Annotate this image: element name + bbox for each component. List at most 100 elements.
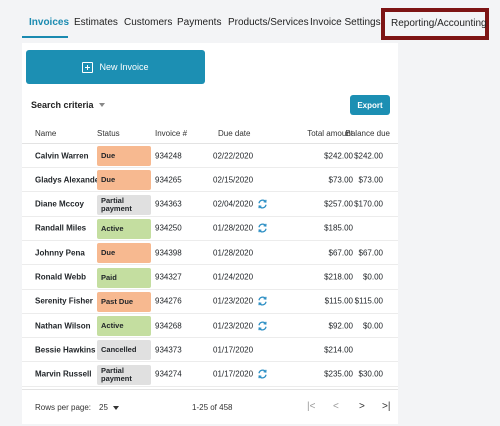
total-amount: $235.00	[324, 369, 353, 379]
recurring-icon	[257, 296, 268, 307]
column-header-balance-due[interactable]: Balance due	[345, 129, 390, 138]
tab-estimates[interactable]: Estimates	[74, 17, 118, 28]
due-date-cell: 01/17/2020	[213, 345, 253, 354]
tab-reporting-accounting[interactable]: Reporting/Accounting	[391, 18, 487, 29]
total-amount: $67.00	[328, 248, 353, 258]
tab-invoices[interactable]: Invoices	[29, 17, 70, 28]
status-badge: Cancelled	[97, 340, 151, 361]
due-date-cell: 01/28/2020	[213, 248, 253, 257]
customer-name[interactable]: Ronald Webb	[35, 272, 86, 282]
table-row[interactable]: Marvin Russell Partial payment 934274 01/17…	[22, 363, 398, 387]
due-date: 02/22/2020	[213, 151, 254, 160]
table-row[interactable]: Calvin Warren Due 934248 02/22/2020 $242.00 $…	[22, 144, 398, 168]
status-badge: Paid	[97, 267, 151, 288]
due-date-cell: 02/15/2020	[213, 175, 253, 184]
due-date-cell: 01/23/2020	[213, 296, 268, 307]
status-badge: Due	[97, 243, 151, 264]
column-header-name[interactable]: Name	[35, 129, 57, 138]
chevron-down-icon	[112, 405, 119, 410]
rows-per-page-value: 25	[99, 403, 108, 412]
pagination-range: 1-25 of 458	[192, 403, 233, 412]
due-date-cell: 02/04/2020	[213, 199, 268, 210]
due-date: 01/28/2020	[213, 248, 254, 258]
total-amount: $115.00	[324, 296, 353, 306]
total-amount: $73.00	[328, 175, 353, 185]
previous-page-icon[interactable]: <	[333, 401, 339, 412]
search-criteria-toggle[interactable]: Search criteria	[31, 100, 105, 110]
column-header-due-date[interactable]: Due date	[218, 129, 251, 138]
tab-invoice-settings[interactable]: Invoice Settings	[310, 17, 381, 28]
customer-name[interactable]: Gladys Alexander	[35, 175, 103, 185]
last-page-icon[interactable]: >|	[382, 401, 391, 412]
next-page-icon[interactable]: >	[359, 401, 365, 412]
tab-customers[interactable]: Customers	[124, 17, 173, 28]
balance-due: $73.00	[358, 175, 383, 185]
tab-products-services[interactable]: Products/Services	[228, 17, 309, 28]
due-date: 01/23/2020	[213, 296, 254, 306]
rows-per-page-label: Rows per page:	[35, 403, 92, 412]
customer-name[interactable]: Nathan Wilson	[35, 321, 91, 331]
export-button[interactable]: Export	[350, 95, 390, 115]
top-nav-tabs: Invoices Estimates Customers Payments Pr…	[0, 0, 500, 44]
customer-name[interactable]: Randall Miles	[35, 223, 87, 233]
total-amount: $257.00	[324, 199, 353, 209]
customer-name[interactable]: Serenity Fisher	[35, 296, 93, 306]
due-date-cell: 01/24/2020	[213, 273, 253, 282]
header-divider	[22, 143, 398, 144]
customer-name[interactable]: Calvin Warren	[35, 151, 89, 160]
balance-due: $0.00	[362, 272, 383, 282]
status-badge: Active	[97, 316, 151, 337]
total-amount: $218.00	[324, 272, 353, 282]
recurring-icon	[257, 223, 268, 234]
due-date: 01/17/2020	[213, 345, 254, 355]
table-row[interactable]: Randall Miles Active 934250 01/28/2020 $185.…	[22, 217, 398, 241]
table-row[interactable]: Ronald Webb Paid 934327 01/24/2020 $218.00 $0…	[22, 266, 398, 290]
table-row[interactable]: Diane Mccoy Partial payment 934363 02/04/20…	[22, 193, 398, 217]
due-date-cell: 01/28/2020	[213, 223, 268, 234]
invoice-number: 934274	[155, 369, 182, 379]
recurring-icon	[257, 369, 268, 380]
rows-per-page-select[interactable]: 25	[99, 403, 119, 412]
status-badge: Partial payment	[97, 364, 151, 385]
due-date: 01/17/2020	[213, 369, 254, 379]
invoice-panel: New Invoice Search criteria Export Name …	[22, 43, 398, 424]
table-row[interactable]: Bessie Hawkins Cancelled 934373 01/17/2020 $…	[22, 338, 398, 363]
new-invoice-button[interactable]: New Invoice	[26, 50, 205, 84]
first-page-icon[interactable]: |<	[307, 401, 316, 412]
total-amount: $92.00	[328, 321, 353, 331]
balance-due: $67.00	[358, 248, 383, 258]
balance-due: $242.00	[354, 151, 383, 160]
customer-name[interactable]: Bessie Hawkins	[35, 345, 96, 355]
status-badge: Active	[97, 218, 151, 239]
invoice-number: 934373	[155, 345, 182, 355]
new-invoice-label: New Invoice	[99, 62, 149, 72]
table-row[interactable]: Gladys Alexander Due 934265 02/15/2020 $73.0…	[22, 168, 398, 193]
balance-due: $115.00	[354, 296, 383, 306]
customer-name[interactable]: Johnny Pena	[35, 248, 85, 258]
recurring-icon	[257, 199, 268, 210]
total-amount: $242.00	[324, 151, 353, 160]
due-date: 02/04/2020	[213, 199, 254, 209]
invoice-number: 934268	[155, 321, 182, 331]
total-amount: $185.00	[324, 223, 353, 233]
table-row[interactable]: Nathan Wilson Active 934268 01/23/2020 $92.0…	[22, 314, 398, 339]
column-header-invoice[interactable]: Invoice #	[155, 129, 188, 138]
total-amount: $214.00	[324, 345, 353, 355]
search-criteria-label: Search criteria	[31, 100, 94, 110]
status-badge: Due	[97, 170, 151, 191]
invoice-number: 934327	[155, 272, 182, 282]
plus-icon	[82, 61, 94, 73]
due-date-cell: 01/23/2020	[213, 320, 268, 331]
table-row[interactable]: Serenity Fisher Past Due 934276 01/23/2020 $…	[22, 290, 398, 314]
table-row[interactable]: Johnny Pena Due 934398 01/28/2020 $67.00 $67.…	[22, 241, 398, 266]
tab-payments[interactable]: Payments	[177, 17, 222, 28]
column-header-status[interactable]: Status	[97, 129, 120, 138]
invoice-number: 934398	[155, 248, 182, 258]
customer-name[interactable]: Diane Mccoy	[35, 199, 84, 209]
status-badge: Due	[97, 146, 151, 166]
balance-due: $170.00	[354, 199, 383, 209]
column-header-total-amount[interactable]: Total amount	[307, 129, 353, 138]
customer-name[interactable]: Marvin Russell	[35, 369, 92, 379]
due-date: 01/28/2020	[213, 223, 254, 233]
footer-divider	[22, 389, 398, 390]
